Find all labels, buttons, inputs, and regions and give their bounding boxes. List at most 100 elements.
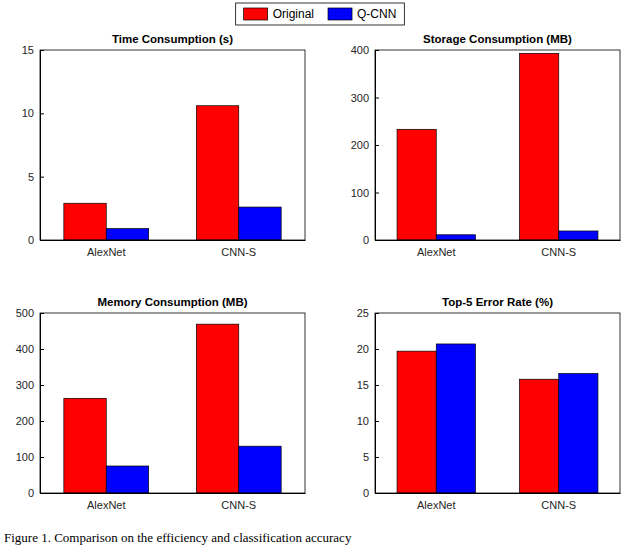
y-tick-label: 5 [28,171,34,183]
y-tick: 100 [16,451,44,463]
y-tick-mark [40,313,44,314]
y-tick-mark [375,313,379,314]
bar [397,129,436,240]
plot-frame [375,50,620,240]
y-tick: 15 [357,379,379,391]
y-tick: 5 [363,451,379,463]
bar [64,203,106,240]
bar [520,53,559,240]
x-tick-label: AlexNet [87,499,126,511]
y-tick-label: 15 [22,44,34,56]
y-axis: 0100200300400500 [16,307,44,499]
x-axis-line [41,240,306,241]
plot-frame [40,313,305,493]
x-tick-label: AlexNet [417,246,456,258]
y-tick-label: 5 [363,451,369,463]
x-axis: AlexNet CNN-S [41,493,306,511]
x-tick: AlexNet [417,493,456,511]
legend-swatch [244,8,268,20]
plot-frame [375,313,620,493]
y-tick-label: 200 [351,139,369,151]
x-axis: AlexNet CNN-S [376,493,621,511]
x-axis: AlexNet CNN-S [41,240,306,258]
bar [239,207,281,240]
chart-title: Memory Consumption (MB) [97,296,247,308]
x-tick: AlexNet [87,493,126,511]
y-tick-label: 100 [16,451,34,463]
y-tick-mark [40,421,44,422]
y-axis-line [40,314,41,494]
bar [106,229,148,240]
bars [397,344,598,493]
x-tick-label: CNN-S [541,499,576,511]
y-tick: 500 [16,307,44,319]
y-tick-label: 100 [351,187,369,199]
y-tick-mark [375,145,379,146]
bar [64,398,106,493]
y-axis-line [375,314,376,494]
bar [436,344,475,493]
y-tick-mark [375,349,379,350]
legend-label: Q-CNN [357,7,396,21]
y-tick-mark [375,457,379,458]
legend: Original Q-CNN [236,3,405,25]
y-tick-label: 10 [22,107,34,119]
legend-item: Original [244,7,314,21]
legend-label: Original [273,7,314,21]
bar [239,446,281,493]
y-tick: 300 [16,379,44,391]
legend-box [236,3,405,25]
panel: 0100200300400AlexNetCNN-SStorage Consump… [351,33,621,258]
bar [106,466,148,493]
panel: 0100200300400500AlexNetCNN-SMemory Consu… [16,296,306,511]
y-tick-label: 400 [16,343,34,355]
y-tick-label: 500 [16,307,34,319]
y-tick-mark [375,98,379,99]
y-axis: 0 5 10 15 [22,44,44,246]
bars [397,53,598,240]
x-tick-label: CNN-S [541,246,576,258]
bars [64,324,281,493]
plot-frame [40,50,305,240]
chart-title: Top-5 Error Rate (%) [442,296,553,308]
bar [520,379,559,493]
x-tick: AlexNet [417,240,456,258]
y-tick-mark [40,50,44,51]
y-tick-label: 0 [28,234,34,246]
x-axis-line [376,493,621,494]
y-tick-label: 25 [357,307,369,319]
bar [196,324,238,493]
bar [436,235,475,240]
y-tick-mark [40,457,44,458]
y-tick-label: 200 [16,415,34,427]
y-tick-mark [375,193,379,194]
y-tick-label: 0 [363,234,369,246]
y-tick: 10 [357,415,379,427]
legend-item: Q-CNN [328,7,396,21]
y-tick-label: 0 [363,487,369,499]
y-tick-mark [375,50,379,51]
panel: 051015AlexNetCNN-STime Consumption (s) [22,33,306,258]
x-tick: CNN-S [541,240,576,258]
y-tick-label: 20 [357,343,369,355]
y-tick-mark [375,385,379,386]
x-axis: AlexNet CNN-S [376,240,621,258]
y-tick: 10 [22,107,44,119]
y-tick: 200 [16,415,44,427]
y-axis: 0100200300400 [351,44,379,246]
y-tick: 100 [351,187,379,199]
y-tick-label: 300 [351,92,369,104]
y-tick: 25 [357,307,379,319]
caption: Figure 1. Comparison on the efficiency a… [4,530,352,545]
x-tick-label: CNN-S [221,246,256,258]
x-tick: AlexNet [87,240,126,258]
chart-title: Storage Consumption (MB) [423,33,572,45]
y-tick-mark [40,113,44,114]
x-tick-label: AlexNet [417,499,456,511]
bars [64,106,281,240]
y-tick: 400 [16,343,44,355]
panel: 0 5 10 15 20 25 AlexNet CNN-S Top-5 Error Rate (… [357,296,621,511]
bar [559,231,598,240]
x-tick: CNN-S [221,493,256,511]
x-tick: CNN-S [541,493,576,511]
